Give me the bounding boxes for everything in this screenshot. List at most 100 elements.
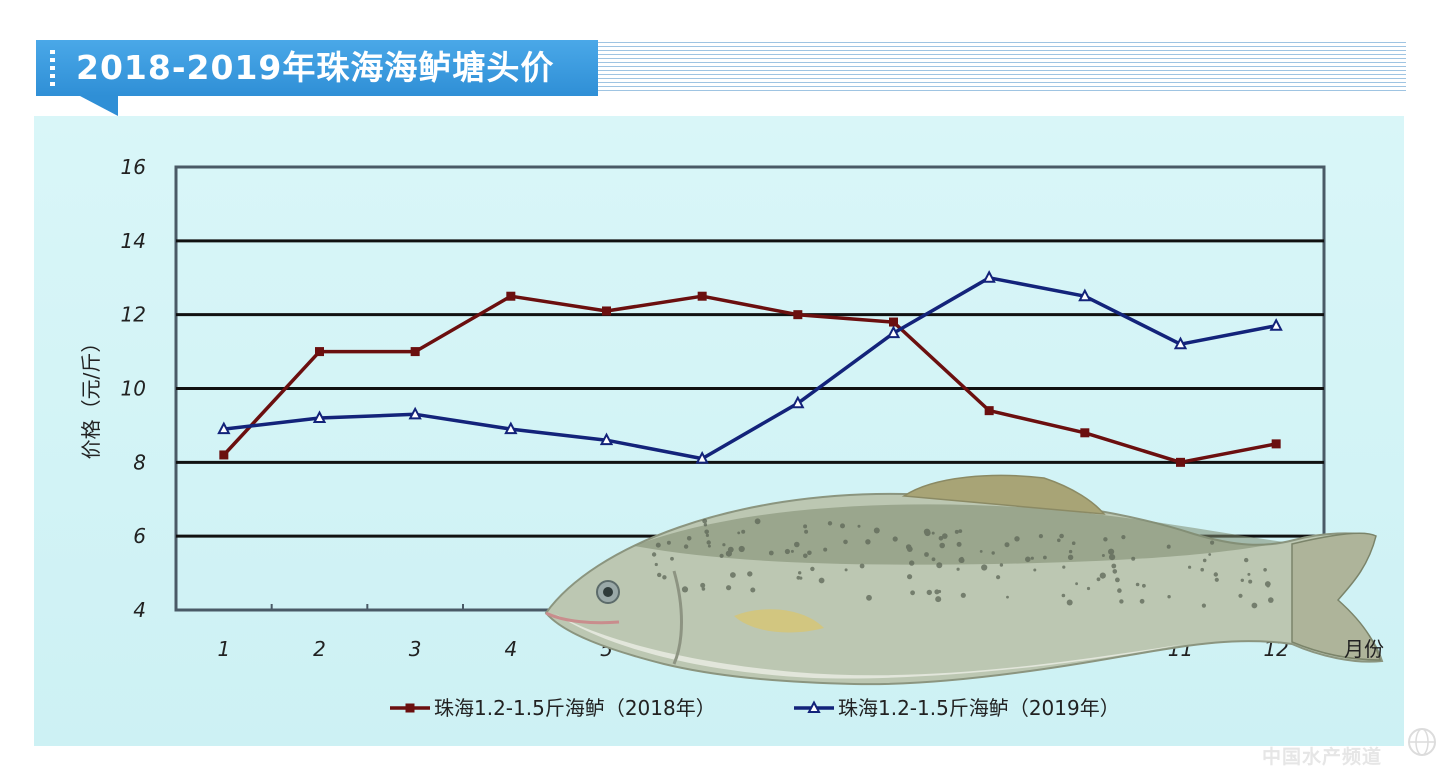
fish-spot: [1214, 577, 1219, 582]
fish-spot: [1142, 583, 1146, 588]
fish-spot: [1057, 538, 1061, 543]
fish-spot: [662, 575, 667, 580]
fish-spot: [823, 547, 828, 552]
title-banner-dots: [50, 50, 55, 86]
fish-spot: [700, 582, 706, 588]
fish-spot: [857, 524, 861, 528]
y-tick-label: 10: [121, 377, 146, 401]
fish-spot: [938, 536, 944, 541]
fish-spot: [798, 571, 802, 575]
legend-marker: [405, 703, 415, 713]
fish-spot: [1108, 548, 1115, 555]
fish-spot: [1251, 602, 1258, 609]
fish-spot: [803, 553, 808, 559]
fish-spot: [747, 571, 753, 577]
fish-spot: [1166, 544, 1171, 549]
fish-spot: [1188, 565, 1192, 569]
fish-spot: [1200, 567, 1204, 572]
fish-spot: [784, 548, 791, 555]
fish-spot: [960, 592, 966, 598]
y-axis-tick-labels: 4 6 8 10 12 14 16: [121, 155, 146, 622]
fish-spot: [931, 531, 935, 535]
chart-title: 2018-2019年珠海海鲈塘头价: [76, 48, 555, 87]
fish-spot: [981, 564, 988, 571]
data-point: [1080, 428, 1090, 438]
fish-spot: [810, 566, 815, 572]
fish-spot: [1067, 554, 1074, 560]
fish-spot: [737, 531, 741, 535]
fish-spot: [794, 541, 800, 548]
fish-spot: [1014, 536, 1020, 542]
data-point: [312, 410, 327, 424]
fish-spot: [1135, 582, 1140, 587]
data-point: [219, 450, 229, 460]
data-point: [504, 421, 518, 435]
fish-spot: [1062, 565, 1066, 569]
fish-spot: [657, 572, 662, 578]
data-point: [791, 395, 805, 409]
fish-spot: [840, 523, 845, 529]
x-tick-label: 3: [409, 637, 422, 661]
fish-spot: [1103, 537, 1108, 542]
fish-spot: [651, 552, 657, 557]
fish-spot: [1061, 593, 1066, 598]
fish-spot: [959, 558, 965, 563]
fish-spot: [931, 557, 936, 562]
fish-spot: [909, 560, 915, 566]
fish-spot: [1059, 533, 1064, 539]
fish-spot: [924, 552, 929, 557]
fish-spot: [892, 536, 898, 542]
fish-spot: [956, 567, 960, 571]
fish-spot: [926, 589, 932, 596]
fish-spot: [1248, 579, 1253, 584]
fish-spot: [683, 544, 689, 549]
fish-spot: [701, 587, 706, 591]
fish-spot: [704, 529, 709, 535]
fish-spot: [1115, 577, 1120, 583]
data-point: [506, 291, 516, 301]
x-tick-label: 4: [504, 637, 517, 661]
data-point: [793, 310, 803, 320]
fish-spot: [818, 577, 825, 584]
data-point: [599, 432, 614, 446]
title-banner-tail: [80, 96, 118, 116]
fish-spot: [910, 590, 915, 596]
fish-spot: [1099, 572, 1106, 579]
fish-spot: [1244, 557, 1249, 563]
fish-spot: [666, 540, 671, 545]
x-tick-label: 1: [217, 637, 230, 661]
y-axis-title: 价格（元/斤）: [79, 333, 103, 460]
x-tick-label: 2: [313, 637, 326, 661]
fish-spot: [827, 521, 833, 526]
fish-spot: [1111, 563, 1117, 569]
series-line-2: [223, 276, 1277, 461]
fish-spot: [707, 544, 711, 548]
data-point: [889, 317, 898, 327]
fish-spot: [703, 523, 708, 527]
fish-spot: [996, 575, 1001, 580]
fish-spot: [958, 529, 963, 533]
watermark-text: 中国水产频道: [1262, 746, 1383, 768]
data-point: [1271, 439, 1281, 449]
fish-spot: [1213, 572, 1219, 577]
y-tick-label: 16: [121, 155, 146, 179]
data-point: [697, 291, 707, 301]
legend: 珠海1.2-1.5斤海鲈（2018年） 珠海1.2-1.5斤海鲈（2019年）: [390, 696, 1120, 720]
data-point: [1078, 288, 1092, 302]
fish-spot: [1240, 578, 1245, 582]
fish-spot: [1109, 554, 1116, 561]
fish-spot: [670, 556, 674, 561]
fish-spot: [1071, 541, 1076, 545]
fish-spot: [1038, 534, 1043, 539]
fish-spot: [1247, 572, 1251, 576]
data-point: [1173, 336, 1188, 350]
data-point: [602, 306, 611, 316]
series-lines: [217, 270, 1283, 467]
y-tick-label: 4: [133, 598, 146, 622]
fish-spot: [866, 594, 872, 601]
fish-spot: [1268, 597, 1274, 603]
fish-spot: [859, 563, 865, 569]
fish-spot: [1202, 558, 1207, 563]
